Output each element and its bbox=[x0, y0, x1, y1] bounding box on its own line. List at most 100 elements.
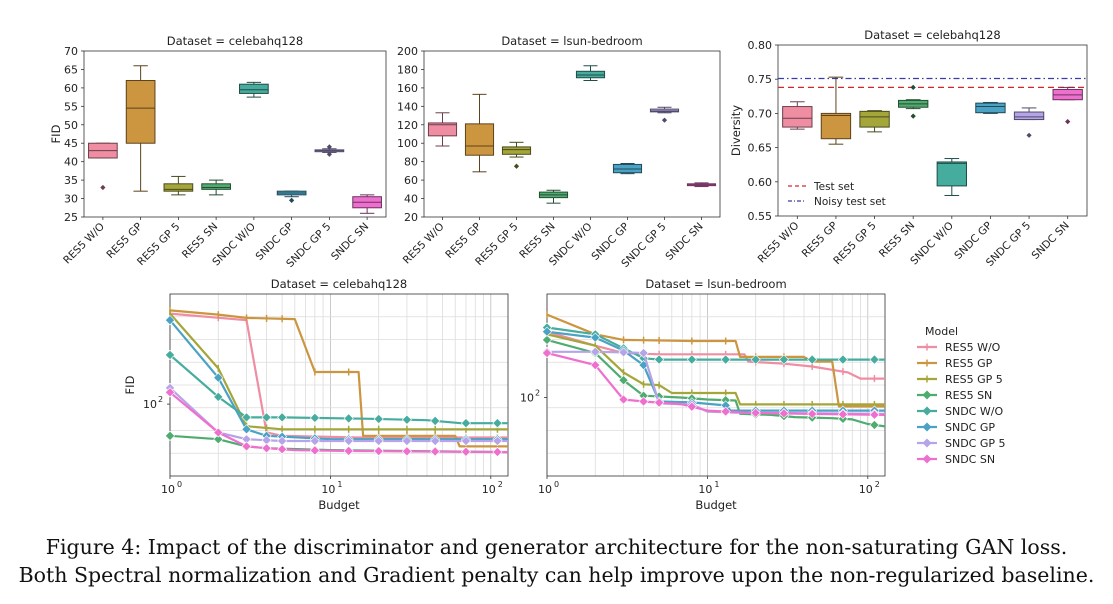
y-tick-label: 200 bbox=[397, 45, 418, 58]
y-axis-label: Diversity bbox=[729, 105, 743, 156]
legend-label: SNDC GP bbox=[945, 421, 995, 434]
legend-item: SNDC GP 5 bbox=[917, 437, 1006, 450]
box-body bbox=[201, 183, 231, 190]
series-marker bbox=[430, 415, 441, 426]
x-tick-exponent: 0 bbox=[554, 480, 559, 489]
box-body bbox=[820, 112, 852, 140]
y-tick-label: 35 bbox=[64, 174, 78, 187]
box-body bbox=[464, 123, 495, 156]
box-body bbox=[501, 146, 532, 155]
figure-canvas: 25 30 35 40 45 50 55 60 65 70 Dataset = celebahq12… bbox=[49, 28, 1088, 512]
series-marker bbox=[343, 445, 354, 456]
box-chart-2: 20 40 60 80 100 120 140 160 180 200 Dataset = lsun… bbox=[397, 34, 721, 270]
box-sndc-w-o bbox=[575, 65, 606, 82]
series-marker bbox=[213, 427, 224, 438]
y-tick-label: 140 bbox=[397, 100, 418, 113]
y-tick-label: 65 bbox=[64, 63, 78, 76]
legend: Model RES5 W/O RES5 GP RES5 GP 5 RES5 SN SNDC… bbox=[917, 325, 1006, 466]
y-tick-label: 40 bbox=[64, 156, 78, 169]
legend-marker bbox=[922, 390, 932, 400]
box-body bbox=[936, 161, 967, 187]
box-res5-sn bbox=[898, 84, 929, 119]
series-marker bbox=[541, 348, 553, 359]
box-res5-gp bbox=[820, 76, 852, 145]
series-marker bbox=[590, 346, 601, 357]
y-tick-label: 25 bbox=[64, 211, 78, 224]
series-marker bbox=[373, 413, 384, 425]
series-marker bbox=[837, 354, 848, 365]
legend-item: RES5 W/O bbox=[917, 341, 1001, 354]
outlier-point bbox=[910, 113, 916, 119]
series-sndc-w-o bbox=[164, 349, 508, 429]
series-marker bbox=[778, 354, 789, 365]
series-marker bbox=[261, 412, 272, 423]
outlier-point bbox=[289, 197, 295, 203]
series-marker bbox=[720, 354, 731, 365]
x-tick-exponent: 2 bbox=[875, 480, 880, 489]
series-marker bbox=[164, 315, 176, 326]
box-sndc-gp-5 bbox=[649, 106, 680, 123]
series-marker bbox=[869, 409, 880, 420]
y-tick-label: 0.55 bbox=[748, 210, 773, 223]
y-tick-label: 0.70 bbox=[748, 107, 773, 120]
y-tick-label: 60 bbox=[404, 174, 418, 187]
plot-frame bbox=[83, 50, 387, 218]
x-tick-label: SNDC SN bbox=[663, 221, 705, 263]
y-tick-label: 70 bbox=[64, 45, 78, 58]
series-sndc-w-o bbox=[541, 322, 885, 365]
series-marker bbox=[164, 430, 176, 441]
box-body bbox=[163, 183, 194, 192]
series-marker bbox=[541, 334, 553, 345]
box-body bbox=[859, 110, 890, 128]
x-axis-label: Budget bbox=[695, 498, 737, 512]
box-res5-sn bbox=[538, 189, 569, 204]
legend-marker bbox=[922, 438, 932, 448]
legend-item: RES5 GP 5 bbox=[917, 373, 1003, 386]
series-marker bbox=[638, 348, 649, 359]
box-body bbox=[1013, 111, 1045, 121]
legend-label: SNDC W/O bbox=[945, 405, 1003, 418]
x-tick-label: RES5 GP bbox=[800, 220, 840, 260]
legend-item: Test set bbox=[788, 181, 854, 193]
legend-item: RES5 GP bbox=[917, 357, 993, 370]
y-tick-label: 180 bbox=[397, 63, 418, 76]
series-marker bbox=[401, 414, 412, 425]
x-tick-exponent: 1 bbox=[714, 480, 719, 489]
legend-item: SNDC GP bbox=[917, 421, 995, 434]
box-body bbox=[427, 122, 458, 137]
series-marker bbox=[654, 354, 665, 365]
series-marker bbox=[241, 412, 252, 423]
y-tick-label: 50 bbox=[64, 119, 78, 132]
legend-label: RES5 GP 5 bbox=[945, 373, 1003, 386]
y-tick-label: 120 bbox=[397, 119, 418, 132]
plot-frame bbox=[546, 293, 886, 477]
outlier-point bbox=[513, 163, 520, 169]
y-tick-label: 100 bbox=[397, 137, 418, 150]
x-tick-label: SNDC SN bbox=[329, 221, 371, 263]
legend-marker bbox=[922, 454, 932, 464]
box-body bbox=[125, 80, 156, 144]
box-body bbox=[239, 83, 269, 94]
x-tick-base: 10 bbox=[321, 483, 335, 496]
x-tick-base: 10 bbox=[482, 483, 496, 496]
grid bbox=[169, 294, 508, 476]
x-tick-label: RES5 SN bbox=[877, 220, 917, 260]
series-marker bbox=[778, 408, 789, 419]
series-marker bbox=[750, 354, 761, 365]
legend-marker bbox=[922, 422, 932, 432]
y-tick-label: 45 bbox=[64, 137, 78, 150]
series-marker bbox=[309, 412, 320, 423]
legend-item: SNDC SN bbox=[917, 453, 995, 466]
box-sndc-sn bbox=[352, 194, 382, 214]
outlier-point bbox=[661, 117, 668, 123]
outlier-point bbox=[1026, 132, 1032, 138]
box-res5-sn bbox=[201, 179, 231, 196]
series-marker bbox=[430, 446, 441, 457]
y-tick-exponent: 2 bbox=[535, 389, 540, 398]
y-tick-label: 0.80 bbox=[748, 39, 773, 52]
legend-item: RES5 SN bbox=[917, 389, 992, 402]
y-tick-base: 10 bbox=[520, 392, 534, 405]
series-marker bbox=[401, 446, 412, 457]
series-marker bbox=[343, 435, 354, 446]
